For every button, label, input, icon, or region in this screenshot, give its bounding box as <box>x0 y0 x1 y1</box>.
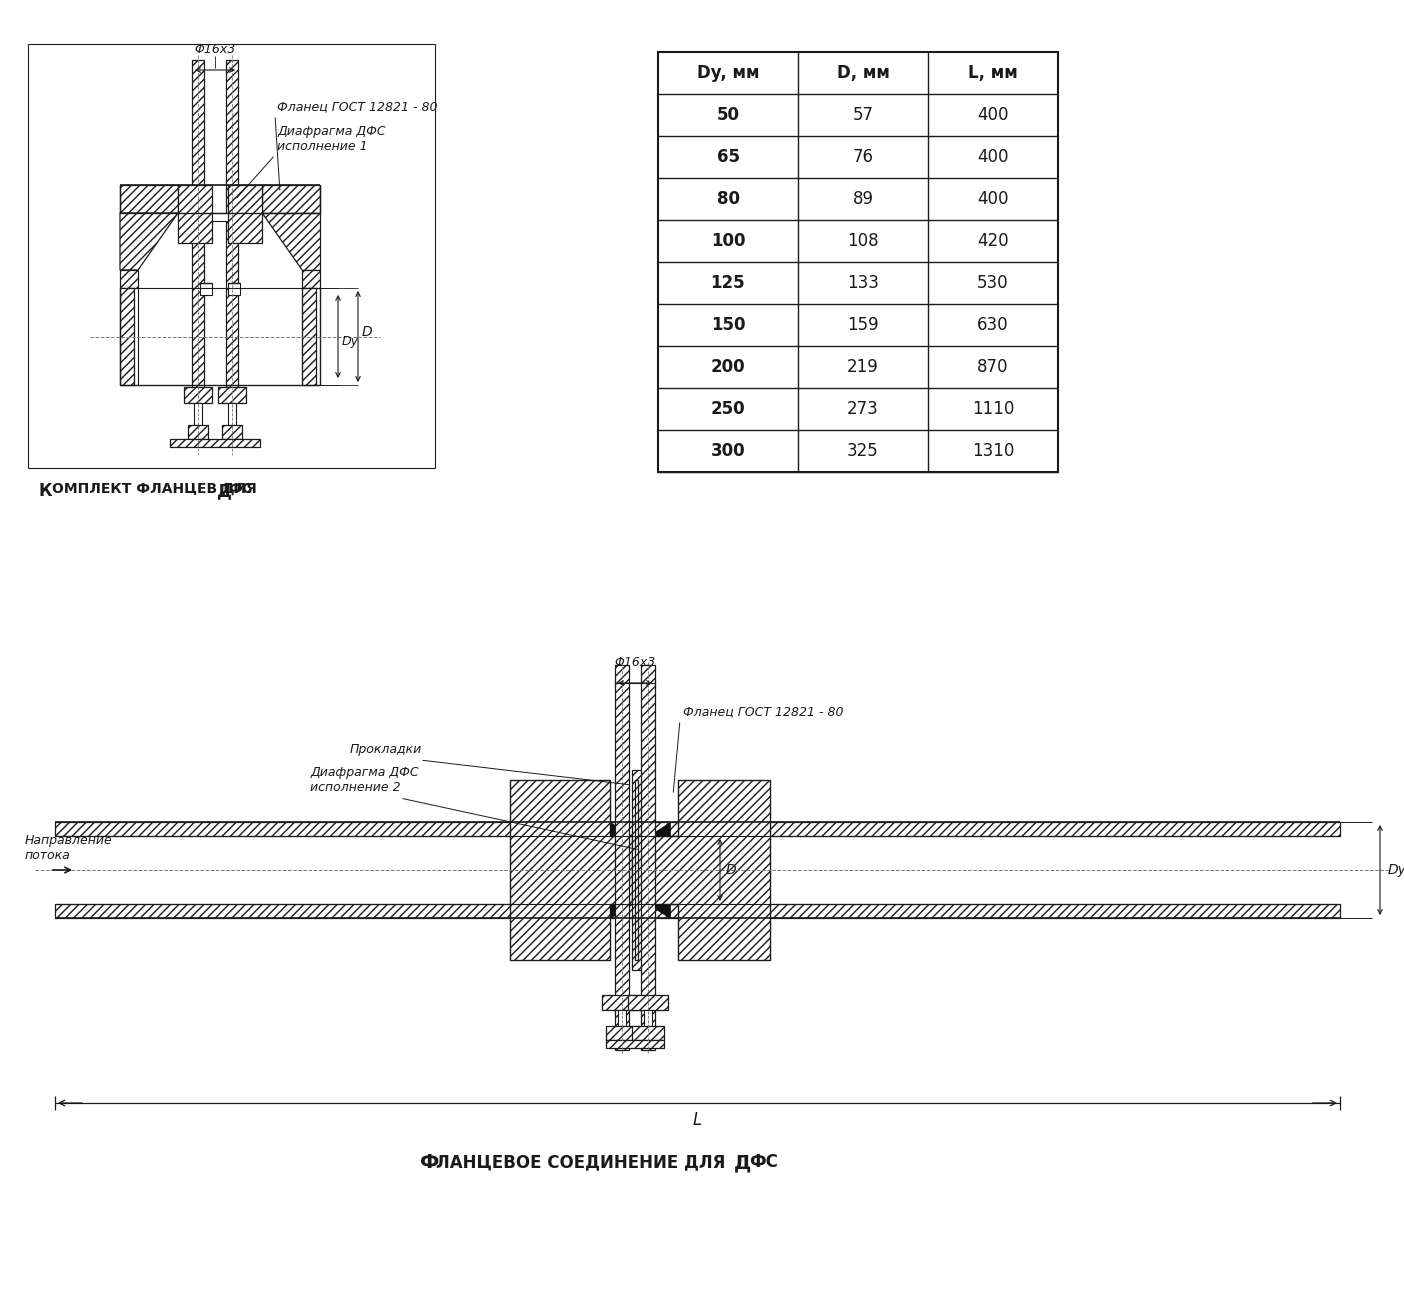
Text: 400: 400 <box>977 147 1008 166</box>
Bar <box>119 288 133 386</box>
Bar <box>607 1026 637 1040</box>
Text: ЛАНЦЕВОЕ СОЕДИНЕНИЕ ДЛЯ: ЛАНЦЕВОЕ СОЕДИНЕНИЕ ДЛЯ <box>437 1153 731 1171</box>
Polygon shape <box>119 213 178 270</box>
Bar <box>218 387 246 403</box>
Polygon shape <box>609 822 632 836</box>
Bar <box>628 995 668 1009</box>
Polygon shape <box>649 780 769 959</box>
Text: D: D <box>726 863 737 876</box>
Bar <box>658 53 1059 472</box>
Bar <box>55 904 1339 919</box>
Text: ФС: ФС <box>227 482 253 496</box>
Text: К: К <box>38 482 52 500</box>
Bar <box>632 1026 664 1040</box>
Text: 400: 400 <box>977 107 1008 124</box>
Text: 400: 400 <box>977 190 1008 208</box>
Bar <box>615 665 629 1050</box>
Text: 200: 200 <box>710 358 746 376</box>
Text: Диафрагма ДФС
исполнение 1: Диафрагма ДФС исполнение 1 <box>277 125 386 153</box>
Text: Φ16х3: Φ16х3 <box>615 655 656 669</box>
Text: L: L <box>694 1111 702 1129</box>
Text: 300: 300 <box>710 442 746 461</box>
Text: 57: 57 <box>852 107 873 124</box>
Bar <box>649 780 651 959</box>
Text: 50: 50 <box>716 107 740 124</box>
Bar <box>618 1009 626 1026</box>
Bar <box>184 387 212 403</box>
Text: ОМПЛЕКТ ФЛАНЦЕВ ДЛЯ: ОМПЛЕКТ ФЛАНЦЕВ ДЛЯ <box>52 482 261 496</box>
Polygon shape <box>649 904 670 919</box>
Text: 80: 80 <box>716 190 740 208</box>
Bar <box>602 995 642 1009</box>
Text: Прокладки: Прокладки <box>350 744 423 755</box>
Text: D: D <box>362 325 372 338</box>
Text: Dy, мм: Dy, мм <box>696 64 760 82</box>
Text: Dy: Dy <box>343 336 359 347</box>
Text: 219: 219 <box>847 358 879 376</box>
Bar <box>188 425 208 440</box>
Text: Диафрагма ДФС
исполнение 2: Диафрагма ДФС исполнение 2 <box>310 766 418 794</box>
Text: 1310: 1310 <box>972 442 1014 461</box>
Text: ФС: ФС <box>748 1153 778 1171</box>
Text: Ф: Ф <box>420 1153 439 1173</box>
Polygon shape <box>649 822 670 836</box>
Bar <box>194 403 202 425</box>
Text: 630: 630 <box>977 316 1009 334</box>
Text: 250: 250 <box>710 400 746 418</box>
Text: 159: 159 <box>847 316 879 334</box>
Bar <box>199 283 212 295</box>
Text: 870: 870 <box>977 358 1008 376</box>
Bar <box>55 822 1339 836</box>
Bar <box>302 270 320 288</box>
Bar <box>119 270 138 288</box>
Text: L, мм: L, мм <box>969 64 1018 82</box>
Text: Фланец ГОСТ 12821 - 80: Фланец ГОСТ 12821 - 80 <box>682 705 844 719</box>
Polygon shape <box>119 186 178 213</box>
Text: 1110: 1110 <box>972 400 1014 418</box>
Polygon shape <box>263 213 320 270</box>
Bar <box>642 665 656 1050</box>
Text: Фланец ГОСТ 12821 - 80: Фланец ГОСТ 12821 - 80 <box>277 100 438 113</box>
Text: Д: Д <box>218 482 232 500</box>
Bar <box>227 283 240 295</box>
Text: Направление
потока: Направление потока <box>25 834 112 862</box>
Text: 420: 420 <box>977 232 1009 250</box>
Bar <box>170 440 260 447</box>
Bar <box>212 213 227 221</box>
Text: 325: 325 <box>847 442 879 461</box>
Polygon shape <box>263 186 320 213</box>
Text: 530: 530 <box>977 274 1009 292</box>
Bar <box>607 1040 664 1048</box>
Bar <box>227 186 263 243</box>
Text: Dy: Dy <box>1389 863 1404 876</box>
Text: 65: 65 <box>716 147 740 166</box>
Text: Φ16х3: Φ16х3 <box>194 43 236 57</box>
Text: 133: 133 <box>847 274 879 292</box>
Text: 125: 125 <box>710 274 746 292</box>
Bar <box>644 1009 651 1026</box>
Polygon shape <box>510 780 632 959</box>
Bar <box>192 61 204 395</box>
Bar <box>226 61 239 395</box>
Bar <box>222 425 241 440</box>
Text: 150: 150 <box>710 316 746 334</box>
Polygon shape <box>609 904 632 919</box>
Text: Д: Д <box>734 1153 751 1173</box>
Bar <box>635 780 637 959</box>
Bar <box>302 288 316 386</box>
Bar <box>227 403 236 425</box>
Text: 100: 100 <box>710 232 746 250</box>
Bar <box>178 186 212 243</box>
Bar <box>632 770 649 970</box>
Text: 76: 76 <box>852 147 873 166</box>
Text: D, мм: D, мм <box>837 64 890 82</box>
Text: 108: 108 <box>847 232 879 250</box>
Text: 89: 89 <box>852 190 873 208</box>
Text: 273: 273 <box>847 400 879 418</box>
